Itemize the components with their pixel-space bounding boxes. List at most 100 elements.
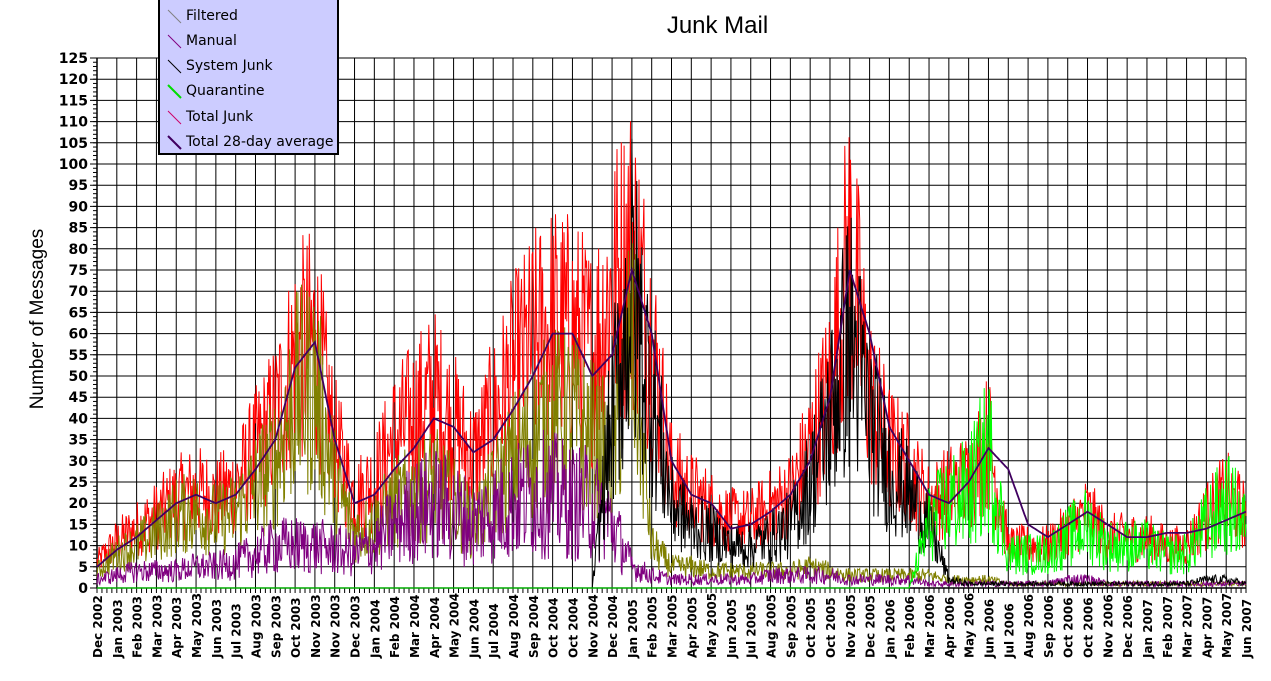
y-tick-label: 55 [69,348,88,364]
x-tick-label: Sep 2004 [527,595,541,658]
legend-label: Total 28-day average [186,134,334,150]
y-tick-label: 90 [69,199,89,215]
x-tick-label: Jul 2003 [230,603,244,659]
series-line-quarantine [97,388,1247,589]
x-tick-label: Jan 2007 [1141,599,1155,659]
x-tick-label: Dec 2005 [864,595,878,658]
x-tick-label: Aug 2006 [1022,594,1036,658]
x-tick-label: Jun 2005 [725,599,739,659]
x-tick-label: Sep 2005 [784,595,798,658]
x-tick-label: May 2007 [1220,593,1234,658]
x-tick-label: Dec 2002 [91,595,105,658]
series-line-filtered [96,208,1247,588]
y-tick-label: 45 [69,390,88,406]
legend-label: Filtered [186,8,238,24]
y-tick-label: 120 [59,72,88,88]
legend-label: System Junk [186,58,273,74]
y-tick-label: 25 [69,475,88,491]
x-tick-label: Feb 2007 [1161,596,1175,658]
legend-item-system-junk: System Junk [166,55,273,77]
x-tick-label: Feb 2005 [646,596,660,658]
x-tick-label: Oct 2003 [289,597,303,658]
x-tick-label: Apr 2005 [685,597,699,658]
x-tick-label: Dec 2004 [606,595,620,658]
legend-label: Total Junk [186,109,254,125]
legend-item-filtered: Filtered [166,5,238,27]
x-tick-label: Apr 2003 [170,597,184,658]
legend-item-total-junk: Total Junk [166,106,253,128]
x-tick-label: Feb 2006 [903,596,917,658]
chart-title: Junk Mail [666,12,769,39]
x-tick-label: Mar 2004 [408,594,422,658]
legend-swatch-manual [167,34,182,49]
y-tick-label: 50 [69,369,89,385]
x-tick-label: Jul 2005 [745,603,759,659]
y-tick-label: 10 [69,539,89,555]
y-tick-label: 0 [78,581,88,597]
x-tick-label: Dec 2003 [349,595,363,658]
x-tick-label: Jun 2004 [467,599,481,659]
x-tick-label: Jun 2006 [982,599,996,659]
y-tick-label: 40 [69,411,89,427]
x-tick-label: Oct 2006 [1082,597,1096,658]
x-tick-label: Oct 2004 [566,597,580,658]
x-tick-label: May 2005 [705,593,719,658]
x-tick-label: Oct 2006 [1062,597,1076,658]
y-tick-label: 105 [59,136,88,152]
y-tick-label: 125 [59,51,88,67]
y-tick-label: 65 [69,305,88,321]
x-tick-label: Nov 2003 [309,594,323,658]
y-tick-label: 70 [69,284,89,300]
legend-item-total-28-day-average: Total 28-day average [166,131,334,153]
x-tick-label: May 2004 [448,593,462,658]
x-tick-label: Nov 2005 [844,594,858,658]
y-tick-label: 60 [69,327,89,343]
y-tick-label: 15 [69,517,88,533]
x-tick-label: Nov 2003 [329,594,343,658]
series-line-total-28-day-average [96,266,1247,568]
x-tick-label: Jan 2004 [368,599,382,659]
legend-label: Manual [186,33,237,49]
x-tick-label: Jan 2005 [626,599,640,659]
x-tick-label: Mar 2005 [666,594,680,658]
x-tick-label: Jul 2006 [1002,603,1016,659]
x-tick-label: Dec 2006 [1121,595,1135,658]
y-tick-label: 85 [69,221,88,237]
y-tick-label: 100 [59,157,88,173]
x-tick-label: Apr 2006 [943,597,957,658]
legend-swatch-average [167,135,182,150]
x-tick-label: Mar 2003 [150,594,164,658]
y-tick-label: 95 [69,178,88,194]
y-tick-label: 115 [59,93,88,109]
x-tick-label: Oct 2004 [547,597,561,658]
legend-swatch-quarantine [167,84,182,99]
y-tick-label: 35 [69,433,88,449]
legend-item-quarantine: Quarantine [166,80,265,102]
legend-label: Quarantine [186,83,265,99]
series-line-manual [96,429,1247,589]
x-tick-label: Oct 2005 [824,597,838,658]
x-tick-label: Mar 2007 [1181,594,1195,658]
x-tick-label: Oct 2005 [804,597,818,658]
x-tick-label: Sep 2006 [1042,595,1056,658]
x-tick-label: Nov 2006 [1101,594,1115,658]
x-tick-label: May 2006 [963,593,977,658]
x-tick-label: Aug 2003 [249,594,263,658]
legend-swatch-filtered [167,9,182,24]
x-tick-label: May 2003 [190,593,204,658]
x-tick-label: Nov 2004 [586,594,600,658]
y-tick-label: 20 [69,496,89,512]
y-tick-label: 5 [78,560,88,576]
y-axis-label: Number of Messages [27,228,48,410]
x-tick-label: Apr 2007 [1200,597,1214,658]
x-tick-label: Mar 2006 [923,594,937,658]
x-tick-label: Feb 2003 [131,596,145,658]
y-tick-label: 75 [69,263,88,279]
y-tick-label: 30 [69,454,89,470]
y-tick-label: 110 [59,115,88,131]
x-tick-label: Sep 2003 [269,595,283,658]
x-tick-label: Aug 2005 [765,594,779,658]
x-tick-label: Jun 2007 [1240,599,1254,659]
x-tick-label: Aug 2004 [507,594,521,658]
x-tick-label: Jul 2004 [487,603,501,659]
